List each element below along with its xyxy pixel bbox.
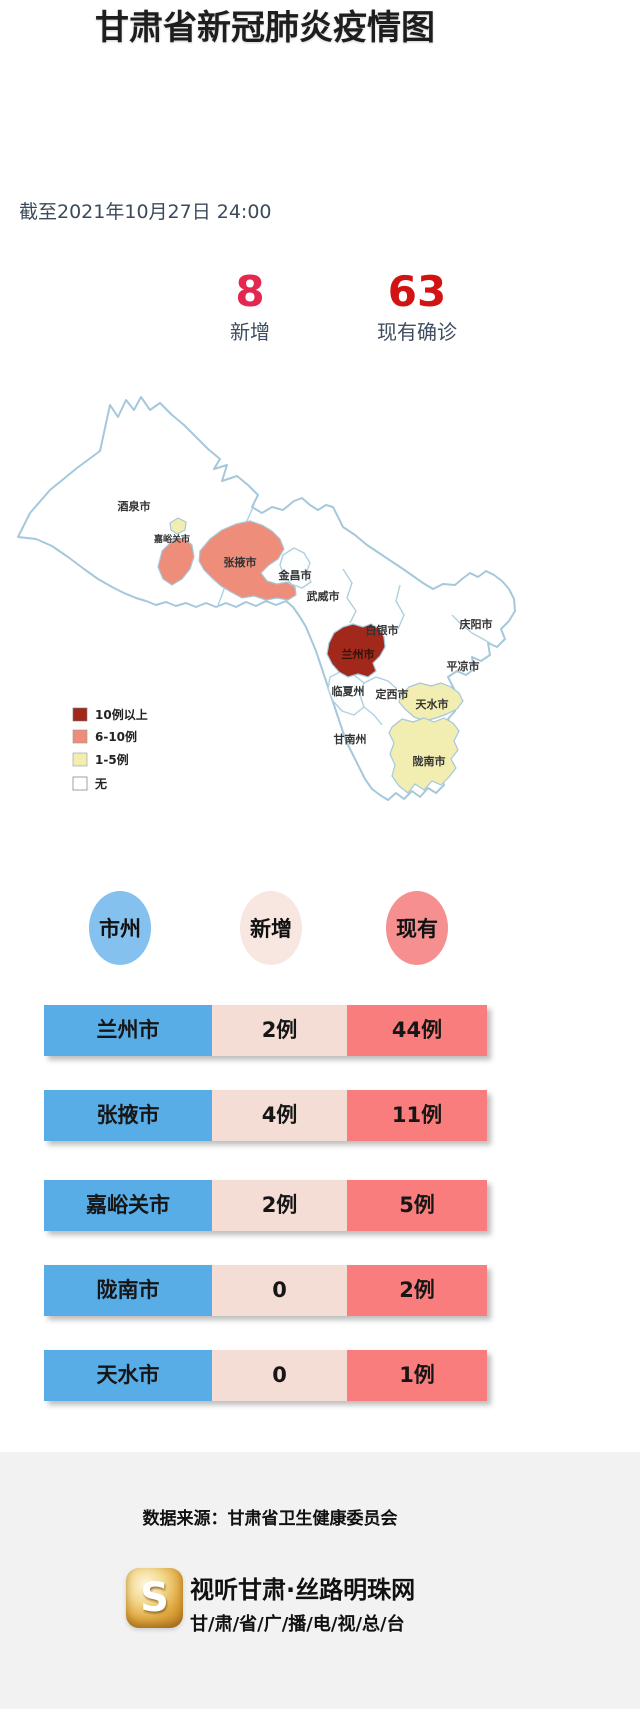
cell-city: 天水市 [44,1350,212,1401]
column-header-city: 市州 [89,891,151,965]
page-title: 甘肃省新冠肺炎疫情图 [95,8,435,48]
map-label-lanzhou: 兰州市 [342,647,375,661]
border-dingxi-north [363,676,398,690]
map-label-dingxi: 定西市 [376,687,409,701]
column-header-current: 现有 [386,891,448,965]
footer: 数据来源：甘肃省卫生健康委员会 S 视听甘肃·丝路明珠网 甘/肃/省/广/播/电… [0,1452,640,1709]
region-jiayuguan [169,517,187,535]
map-label-linxia: 临夏州 [332,684,365,698]
column-header-current-label: 现有 [396,917,438,941]
map-label-baiyin: 白银市 [366,623,399,637]
cell-new: 0 [212,1265,347,1316]
table-row-zhangye: 张掖市 4例 11例 [44,1090,487,1141]
map-label-jiuquan: 酒泉市 [118,499,151,513]
brand-subtitle: 甘/肃/省/广/播/电/视/总/台 [190,1614,405,1635]
map-label-tianshui: 天水市 [416,697,449,711]
region-zhangye-exclave [157,537,195,586]
column-header-new-label: 新增 [250,917,292,941]
brand-name: 视听甘肃·丝路明珠网 [190,1576,416,1604]
map-label-qingyang: 庆阳市 [459,617,493,631]
legend-swatch-high [72,707,88,722]
cell-current: 11例 [347,1090,487,1141]
broadcaster-logo-icon: S [126,1568,183,1628]
region-lanzhou [326,623,386,678]
border-qingyang-pingliang [451,614,494,646]
region-tianshui [398,682,464,722]
data-source-text: 数据来源：甘肃省卫生健康委员会 [142,1509,398,1529]
cell-city: 嘉峪关市 [44,1180,212,1231]
border-wuwei-baiyin [342,568,357,624]
cell-new: 0 [212,1350,347,1401]
map-label-pingliang: 平凉市 [447,659,480,673]
region-longnan [388,717,460,794]
region-zhangye [198,520,297,601]
legend-label-mid: 6-10例 [95,729,137,744]
as-of-date: 截至2021年10月27日 24:00 [19,201,272,223]
legend-label-none: 无 [94,777,107,791]
legend-swatch-none [72,776,88,791]
legend-swatch-mid [72,729,88,744]
legend-label-low: 1-5例 [95,752,129,767]
logo-letter: S [140,1575,169,1621]
cell-current: 1例 [347,1350,487,1401]
map-label-gannan: 甘南州 [334,732,367,746]
stat-current-value: 63 [387,267,447,316]
stat-new-label: 新增 [230,320,270,344]
map-legend: 10例以上 6-10例 1-5例 无 [72,707,148,791]
region-jinchang [279,547,312,589]
table-row-lanzhou: 兰州市 2例 44例 [44,1005,487,1056]
map-label-longnan: 陇南市 [413,754,446,768]
cell-current: 5例 [347,1180,487,1231]
legend-label-high: 10例以上 [95,707,148,722]
cell-current: 44例 [347,1005,487,1056]
legend-swatch-low [72,752,88,767]
stat-new-cases: 8 新增 [190,267,310,344]
cell-new: 4例 [212,1090,347,1141]
table-row-longnan: 陇南市 0 2例 [44,1265,487,1316]
map-label-zhangye: 张掖市 [224,555,257,569]
cell-city: 陇南市 [44,1265,212,1316]
cell-current: 2例 [347,1265,487,1316]
border-dingxi-gannan [363,706,383,726]
cell-city: 兰州市 [44,1005,212,1056]
stat-new-value: 8 [235,267,265,316]
table-row-tianshui: 天水市 0 1例 [44,1350,487,1401]
stat-current-label: 现有确诊 [377,320,457,344]
table-row-jiayuguan: 嘉峪关市 2例 5例 [44,1180,487,1231]
column-header-city-label: 市州 [99,917,141,941]
border-baiyin-dingxi [395,584,405,630]
stat-current-cases: 63 现有确诊 [355,267,479,344]
map-label-jiayuguan: 嘉峪关市 [153,533,190,545]
cell-new: 2例 [212,1005,347,1056]
gansu-choropleth-map: 酒泉市 嘉峪关市 张掖市 金昌市 武威市 白银市 兰州市 庆阳市 平凉市 临夏州… [17,396,516,801]
map-label-wuwei: 武威市 [307,589,340,603]
map-label-jinchang: 金昌市 [278,568,312,582]
cell-new: 2例 [212,1180,347,1231]
column-header-new: 新增 [240,891,302,965]
cell-city: 张掖市 [44,1090,212,1141]
